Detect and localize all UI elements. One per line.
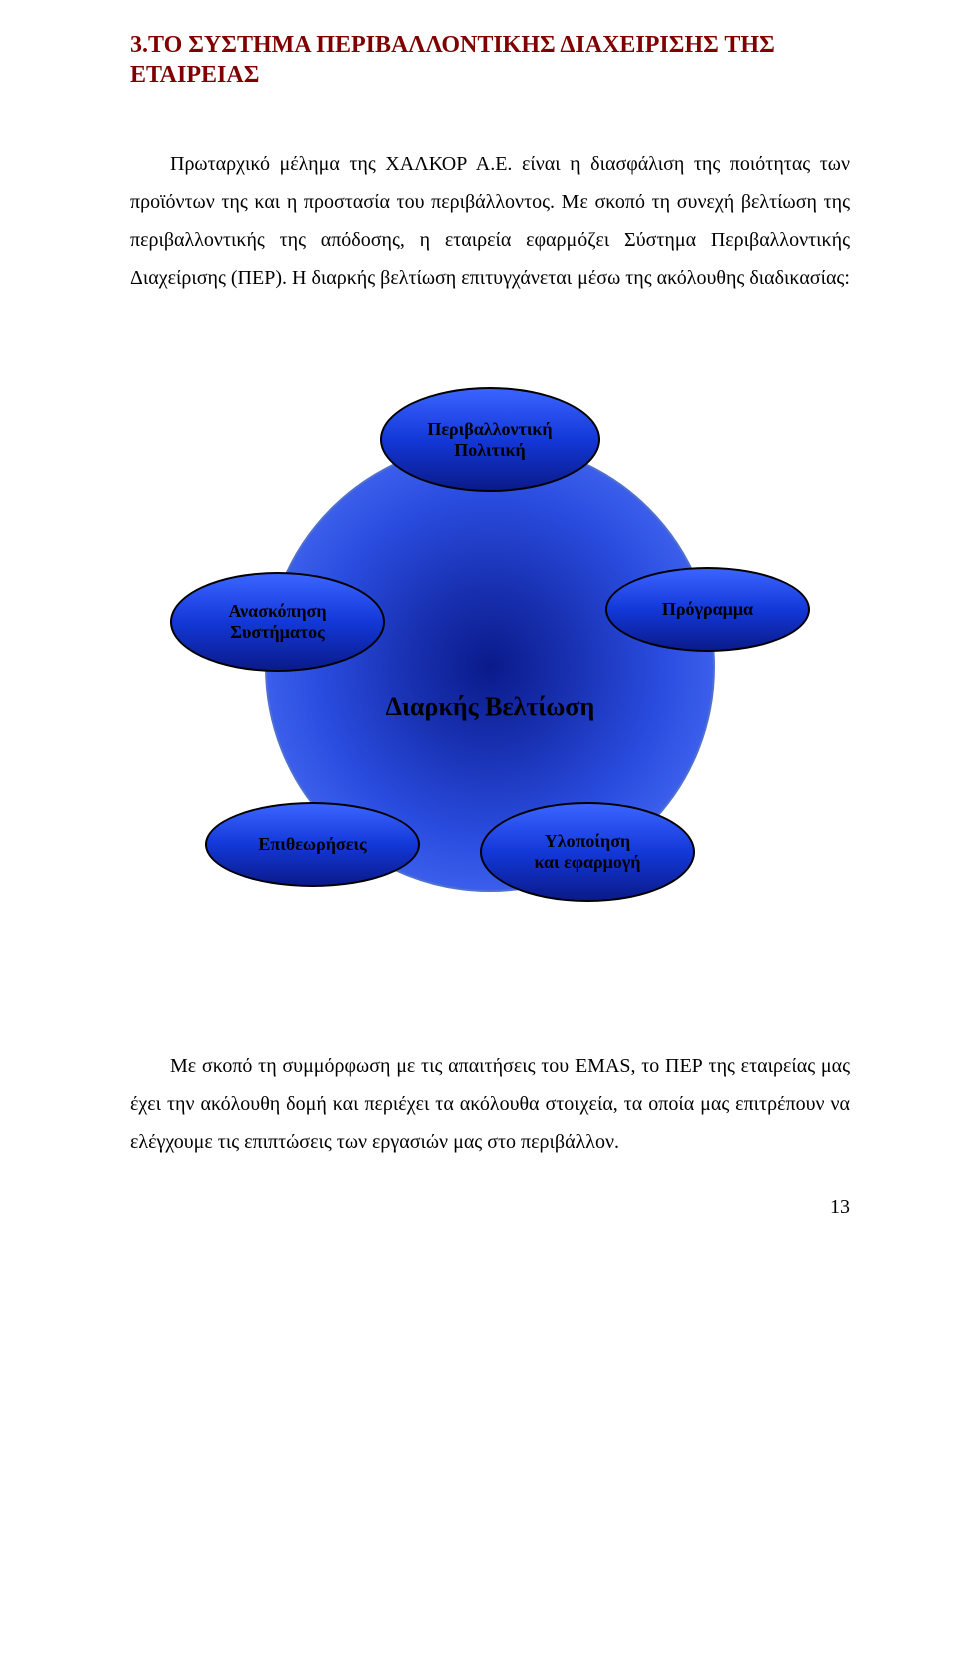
cycle-node-implementation: Υλοποίηση και εφαρμογή (480, 802, 695, 902)
node-audits-l1: Επιθεωρήσεις (252, 834, 372, 854)
cycle-center-label: Διαρκής Βελτίωση (310, 692, 670, 722)
node-program-l1: Πρόγραμμα (656, 599, 759, 619)
improvement-cycle-diagram: Διαρκής Βελτίωση Περιβαλλοντική Πολιτική… (170, 387, 810, 947)
node-impl-l1: Υλοποίηση (539, 831, 637, 851)
page-number: 13 (130, 1196, 850, 1219)
node-policy-l2: Πολιτική (448, 440, 532, 460)
heading-line2: ΕΤΑΙΡΕΙΑΣ (130, 62, 259, 88)
paragraph-2: Με σκοπό τη συμμόρφωση με τις απαιτήσεις… (130, 1047, 850, 1161)
section-heading: 3.ΤΟ ΣΥΣΤΗΜΑ ΠΕΡΙΒΑΛΛΟΝΤΙΚΗΣ ΔΙΑΧΕΙΡΙΣΗΣ… (130, 30, 850, 90)
cycle-node-audits: Επιθεωρήσεις (205, 802, 420, 887)
node-impl-l2: και εφαρμογή (528, 852, 646, 872)
node-policy-l1: Περιβαλλοντική (421, 419, 558, 439)
cycle-node-policy: Περιβαλλοντική Πολιτική (380, 387, 600, 492)
cycle-node-review: Ανασκόπηση Συστήματος (170, 572, 385, 672)
node-review-l2: Συστήματος (224, 622, 331, 642)
cycle-node-program: Πρόγραμμα (605, 567, 810, 652)
paragraph-1: Πρωταρχικό μέλημα της ΧΑΛΚΟΡ Α.Ε. είναι … (130, 145, 850, 297)
node-review-l1: Ανασκόπηση (222, 601, 332, 621)
heading-line1: 3.ΤΟ ΣΥΣΤΗΜΑ ΠΕΡΙΒΑΛΛΟΝΤΙΚΗΣ ΔΙΑΧΕΙΡΙΣΗΣ… (130, 32, 775, 58)
